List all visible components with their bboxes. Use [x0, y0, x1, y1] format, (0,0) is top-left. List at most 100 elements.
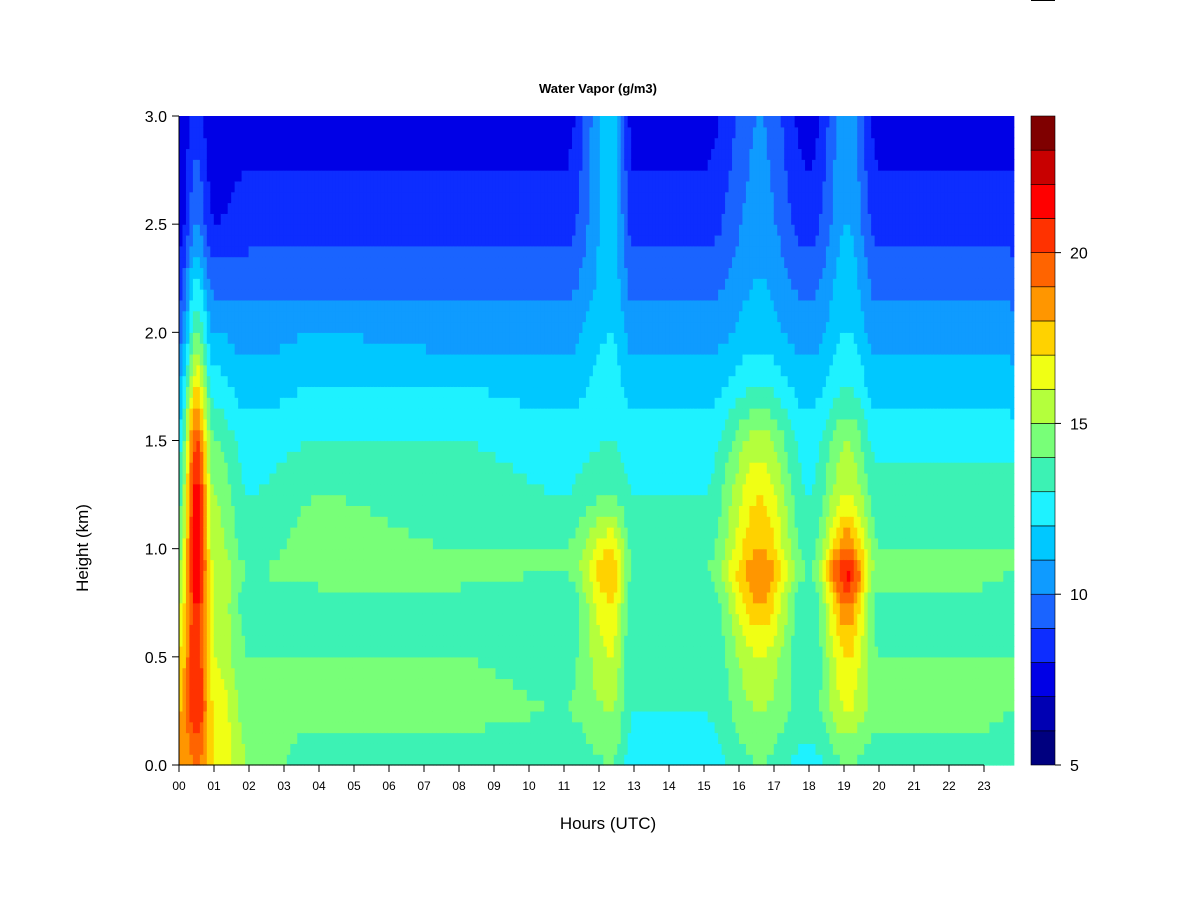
heatmap-cell — [325, 484, 329, 495]
heatmap-cell — [186, 754, 190, 765]
heatmap-cell — [405, 646, 409, 657]
heatmap-cell — [447, 549, 451, 560]
heatmap-cell — [224, 473, 228, 484]
heatmap-cell — [179, 376, 183, 387]
heatmap-cell — [405, 419, 409, 430]
heatmap-cell — [370, 148, 374, 159]
heatmap-cell — [235, 116, 239, 127]
heatmap-cell — [412, 159, 416, 170]
heatmap-cell — [332, 559, 336, 570]
heatmap-cell — [443, 527, 447, 538]
heatmap-cell — [210, 397, 214, 408]
heatmap-cell — [447, 559, 451, 570]
heatmap-cell — [426, 289, 430, 300]
heatmap-cell — [440, 441, 444, 452]
heatmap-cell — [196, 646, 200, 657]
heatmap-cell — [304, 559, 308, 570]
heatmap-cell — [231, 159, 235, 170]
heatmap-cell — [388, 397, 392, 408]
heatmap-cell — [464, 278, 468, 289]
heatmap-cell — [217, 343, 221, 354]
heatmap-cell — [374, 592, 378, 603]
heatmap-cell — [207, 224, 211, 235]
heatmap-cell — [329, 332, 333, 343]
heatmap-cell — [360, 754, 364, 765]
heatmap-cell — [374, 527, 378, 538]
heatmap-cell — [405, 614, 409, 625]
heatmap-cell — [273, 711, 277, 722]
heatmap-cell — [290, 192, 294, 203]
heatmap-cell — [402, 181, 406, 192]
heatmap-cell — [402, 559, 406, 570]
heatmap-cell — [224, 386, 228, 397]
heatmap-cell — [249, 484, 253, 495]
heatmap-cell — [294, 527, 298, 538]
heatmap-cell — [377, 700, 381, 711]
heatmap-cell — [356, 559, 360, 570]
heatmap-cell — [238, 127, 242, 138]
heatmap-cell — [454, 159, 458, 170]
heatmap-cell — [381, 451, 385, 462]
heatmap-cell — [384, 278, 388, 289]
heatmap-cell — [342, 397, 346, 408]
heatmap-cell — [311, 343, 315, 354]
heatmap-cell — [384, 203, 388, 214]
heatmap-cell — [332, 441, 336, 452]
heatmap-cell — [280, 419, 284, 430]
heatmap-cell — [186, 322, 190, 333]
heatmap-cell — [245, 343, 249, 354]
heatmap-cell — [391, 354, 395, 365]
heatmap-cell — [443, 495, 447, 506]
heatmap-cell — [217, 495, 221, 506]
heatmap-cell — [363, 159, 367, 170]
heatmap-cell — [238, 581, 242, 592]
heatmap-cell — [346, 246, 350, 257]
heatmap-cell — [349, 505, 353, 516]
heatmap-cell — [245, 668, 249, 679]
heatmap-cell — [315, 451, 319, 462]
heatmap-cell — [388, 700, 392, 711]
heatmap-cell — [304, 138, 308, 149]
heatmap-cell — [363, 116, 367, 127]
heatmap-cell — [280, 451, 284, 462]
heatmap-cell — [367, 213, 371, 224]
heatmap-cell — [342, 624, 346, 635]
heatmap-cell — [315, 743, 319, 754]
heatmap-cell — [200, 192, 204, 203]
heatmap-cell — [287, 246, 291, 257]
heatmap-cell — [235, 451, 239, 462]
heatmap-cell — [297, 668, 301, 679]
heatmap-cell — [294, 278, 298, 289]
heatmap-cell — [429, 646, 433, 657]
heatmap-cell — [283, 538, 287, 549]
heatmap-cell — [409, 257, 413, 268]
heatmap-cell — [182, 257, 186, 268]
heatmap-cell — [315, 516, 319, 527]
heatmap-cell — [301, 116, 305, 127]
heatmap-cell — [461, 484, 465, 495]
heatmap-cell — [416, 311, 420, 322]
heatmap-cell — [395, 668, 399, 679]
heatmap-cell — [193, 614, 197, 625]
heatmap-cell — [318, 430, 322, 441]
heatmap-cell — [245, 527, 249, 538]
heatmap-cell — [353, 397, 357, 408]
heatmap-cell — [249, 127, 253, 138]
heatmap-cell — [256, 257, 260, 268]
heatmap-cell — [422, 278, 426, 289]
heatmap-cell — [353, 257, 357, 268]
heatmap-cell — [294, 570, 298, 581]
heatmap-cell — [395, 570, 399, 581]
heatmap-cell — [339, 170, 343, 181]
heatmap-cell — [297, 733, 301, 744]
heatmap-cell — [318, 192, 322, 203]
heatmap-cell — [242, 246, 246, 257]
heatmap-cell — [256, 116, 260, 127]
heatmap-cell — [391, 700, 395, 711]
heatmap-cell — [416, 657, 420, 668]
heatmap-cell — [276, 603, 280, 614]
heatmap-cell — [339, 354, 343, 365]
heatmap-cell — [196, 549, 200, 560]
heatmap-cell — [405, 376, 409, 387]
heatmap-cell — [262, 419, 266, 430]
